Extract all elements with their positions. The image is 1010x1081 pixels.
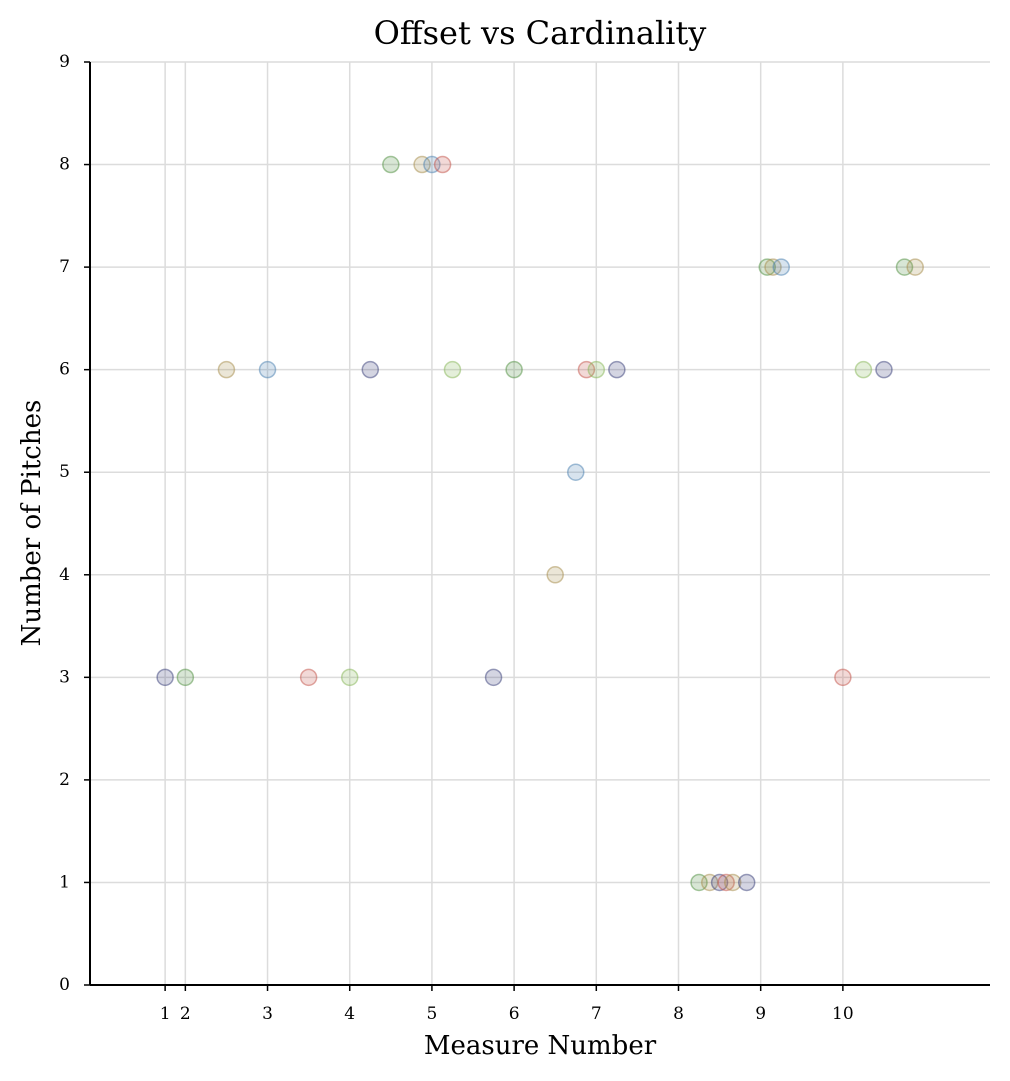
x-axis-label: Measure Number	[424, 1031, 657, 1061]
y-tick-label: 3	[59, 667, 70, 687]
y-tick-label: 5	[59, 462, 70, 482]
data-point	[382, 155, 400, 174]
data-point	[834, 668, 852, 687]
data-point	[258, 360, 277, 379]
data-point	[340, 668, 359, 687]
y-tick-label: 1	[59, 872, 70, 892]
y-tick-label: 6	[59, 360, 70, 380]
data-point	[854, 360, 873, 379]
y-tick-label: 9	[59, 52, 70, 72]
x-tick-label: 10	[832, 1004, 854, 1024]
data-points	[156, 155, 924, 892]
data-point	[710, 873, 729, 892]
data-point	[772, 258, 790, 276]
y-tick-label: 7	[59, 257, 70, 277]
data-point	[413, 155, 431, 174]
data-point	[875, 360, 893, 379]
data-point	[299, 668, 318, 687]
x-tick-label: 7	[591, 1004, 602, 1024]
data-point	[361, 360, 380, 379]
x-tick-label: 1	[160, 1004, 171, 1024]
y-tick-label: 0	[59, 975, 70, 995]
data-point	[737, 873, 756, 892]
data-point	[443, 360, 462, 379]
axes	[89, 62, 990, 986]
data-point	[217, 360, 236, 379]
data-point	[577, 360, 596, 379]
data-point	[484, 668, 503, 687]
data-point	[546, 566, 564, 584]
x-tick-label: 3	[262, 1004, 273, 1024]
data-point	[176, 668, 195, 687]
data-point	[608, 360, 626, 379]
data-point	[723, 873, 742, 892]
data-point	[505, 360, 523, 379]
y-axis-label: Number of Pitches	[17, 400, 47, 647]
data-point	[758, 258, 777, 276]
y-tick-label: 2	[59, 770, 70, 790]
y-tick-label: 4	[59, 565, 70, 585]
data-point	[156, 668, 174, 687]
x-tick-label: 6	[509, 1004, 520, 1024]
data-point	[567, 463, 585, 481]
x-tick-label: 5	[427, 1004, 438, 1024]
chart-title: Offset vs Cardinality	[374, 14, 707, 52]
x-tick-label: 2	[180, 1004, 191, 1024]
x-tick-label: 9	[755, 1004, 766, 1024]
x-tick-label: 4	[344, 1004, 355, 1024]
data-point	[717, 873, 735, 892]
y-tick-label: 8	[59, 155, 70, 175]
grid	[90, 61, 990, 986]
data-point	[906, 258, 924, 276]
x-tick-label: 8	[673, 1004, 684, 1024]
data-point	[587, 360, 606, 379]
data-point	[433, 155, 452, 174]
